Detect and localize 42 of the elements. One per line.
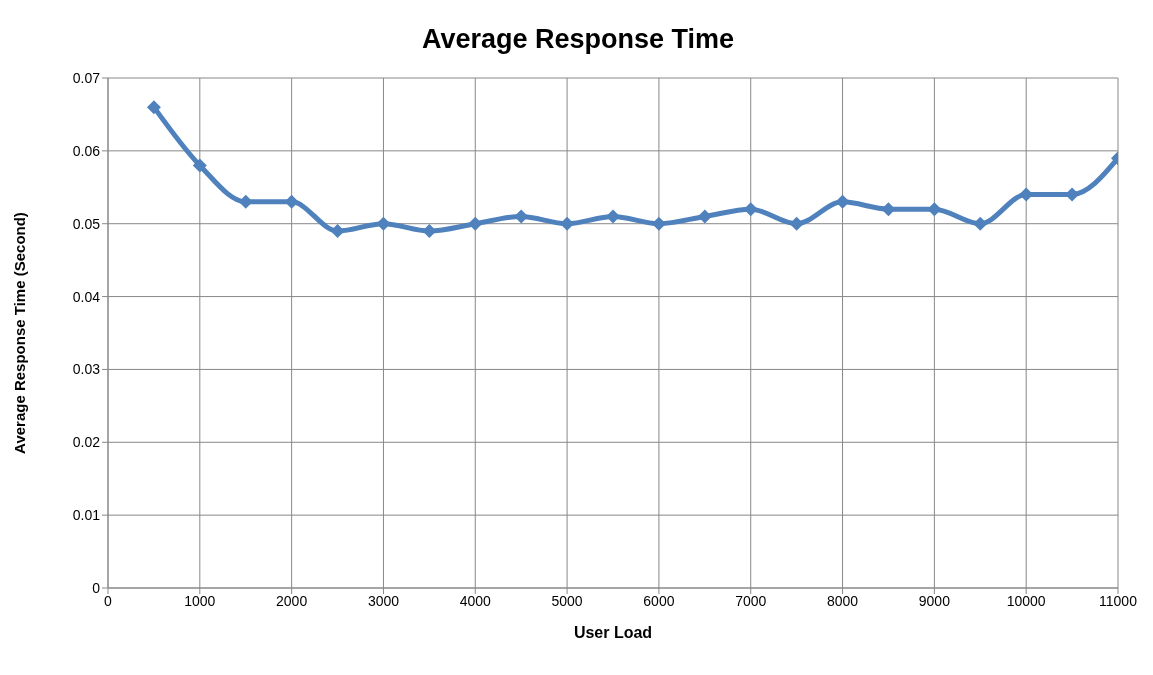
x-tick-label: 9000 [918,592,951,609]
y-axis-title: Average Response Time (Second) [11,212,29,454]
x-tick-label: 1000 [184,592,216,609]
x-tick-label: 4000 [459,592,492,609]
x-tick-label: 2000 [276,592,308,609]
point [697,209,712,224]
point [514,209,529,224]
point [789,216,804,231]
y-tick-label: 0.05 [72,215,101,232]
y-tick-label: 0.03 [72,361,101,378]
point [835,194,850,209]
x-tick-label: 11000 [1099,592,1138,609]
point [422,224,437,238]
point [973,216,988,231]
x-tick-label: 6000 [643,592,675,609]
x-axis-title: User Load [573,624,653,641]
point [606,209,620,224]
point [927,202,942,217]
point [330,224,345,238]
y-tick-label: 0.04 [72,288,101,305]
x-tick-label: 8000 [826,592,859,609]
point [192,158,207,173]
x-tick-label: 3000 [367,592,400,609]
y-tick-label: 0 [92,579,101,596]
chart-title: Average Response Time [420,23,736,56]
y-tick-label: 0.06 [72,142,101,159]
point [468,216,483,231]
point [1065,187,1080,202]
y-tick-label: 0.07 [72,69,101,86]
y-tick-label: 0.02 [72,434,101,451]
point [284,194,299,209]
point [651,216,666,231]
point [146,100,161,115]
x-tick-label: 10000 [1006,592,1046,609]
point [376,216,391,231]
point [560,216,575,231]
x-tick-label: 7000 [735,592,767,609]
point [881,202,896,217]
y-tick-label: 0.01 [72,507,101,524]
point [238,194,253,209]
x-tick-label: 5000 [551,592,583,609]
x-tick-label: 0 [104,592,113,609]
